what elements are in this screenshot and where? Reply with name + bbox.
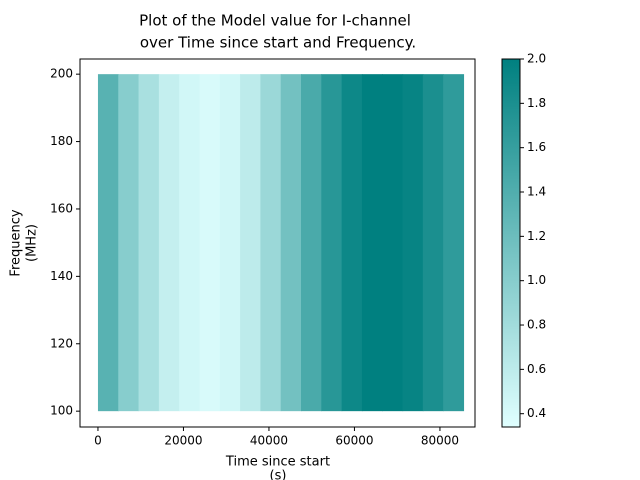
heatmap-cell: [118, 74, 140, 412]
x-tick-label: 20000: [164, 434, 202, 448]
heatmap-cell: [219, 74, 241, 412]
heatmap-cell: [240, 74, 262, 412]
y-axis-label: Frequency: [9, 209, 24, 276]
colorbar-tick-label: 1.4: [527, 185, 546, 199]
colorbar-tick-label: 1.6: [527, 140, 546, 154]
x-axis-label: (s): [270, 469, 287, 480]
chart-title: over Time since start and Frequency.: [140, 34, 416, 52]
x-tick-label: 40000: [250, 434, 288, 448]
heatmap-cell: [301, 74, 322, 412]
heatmap-cell: [97, 74, 119, 412]
colorbar-tick-label: 2.0: [527, 52, 546, 66]
y-tick-label: 200: [50, 67, 73, 81]
heatmap-cell: [422, 74, 444, 412]
heatmap-cell: [443, 74, 465, 412]
chart-title: Plot of the Model value for I-channel: [139, 12, 411, 30]
heatmap-cell: [138, 74, 160, 412]
colorbar-tick-label: 1.0: [527, 273, 546, 287]
heatmap-cell: [158, 74, 180, 412]
colorbar-tick-label: 1.2: [527, 229, 546, 243]
heatmap-cell: [179, 74, 201, 412]
heatmap-cell: [361, 74, 383, 412]
heatmap-cell: [382, 74, 404, 412]
x-axis-label: Time since start: [225, 455, 330, 470]
heatmap-cell: [260, 74, 282, 412]
heatmap-cell: [280, 74, 302, 412]
y-tick-label: 100: [50, 404, 73, 418]
y-tick-label: 160: [50, 201, 73, 215]
x-tick-label: 0: [94, 434, 102, 448]
heatmap-cell: [341, 74, 363, 412]
y-axis-label: (MHz): [25, 224, 40, 262]
x-tick-label: 80000: [421, 434, 459, 448]
heatmap-cell: [199, 74, 221, 412]
plot-frame: [79, 58, 476, 428]
y-tick-label: 180: [50, 134, 73, 148]
x-tick-label: 60000: [335, 434, 373, 448]
heatmap-cell: [402, 74, 424, 412]
heatmap-cell: [321, 74, 343, 412]
colorbar: [501, 58, 521, 428]
colorbar-tick-label: 0.4: [527, 406, 546, 420]
colorbar-tick-label: 0.8: [527, 318, 546, 332]
y-tick-label: 140: [50, 269, 73, 283]
y-tick-label: 120: [50, 336, 73, 350]
colorbar-tick-label: 0.6: [527, 362, 546, 376]
colorbar-tick-label: 1.8: [527, 96, 546, 110]
